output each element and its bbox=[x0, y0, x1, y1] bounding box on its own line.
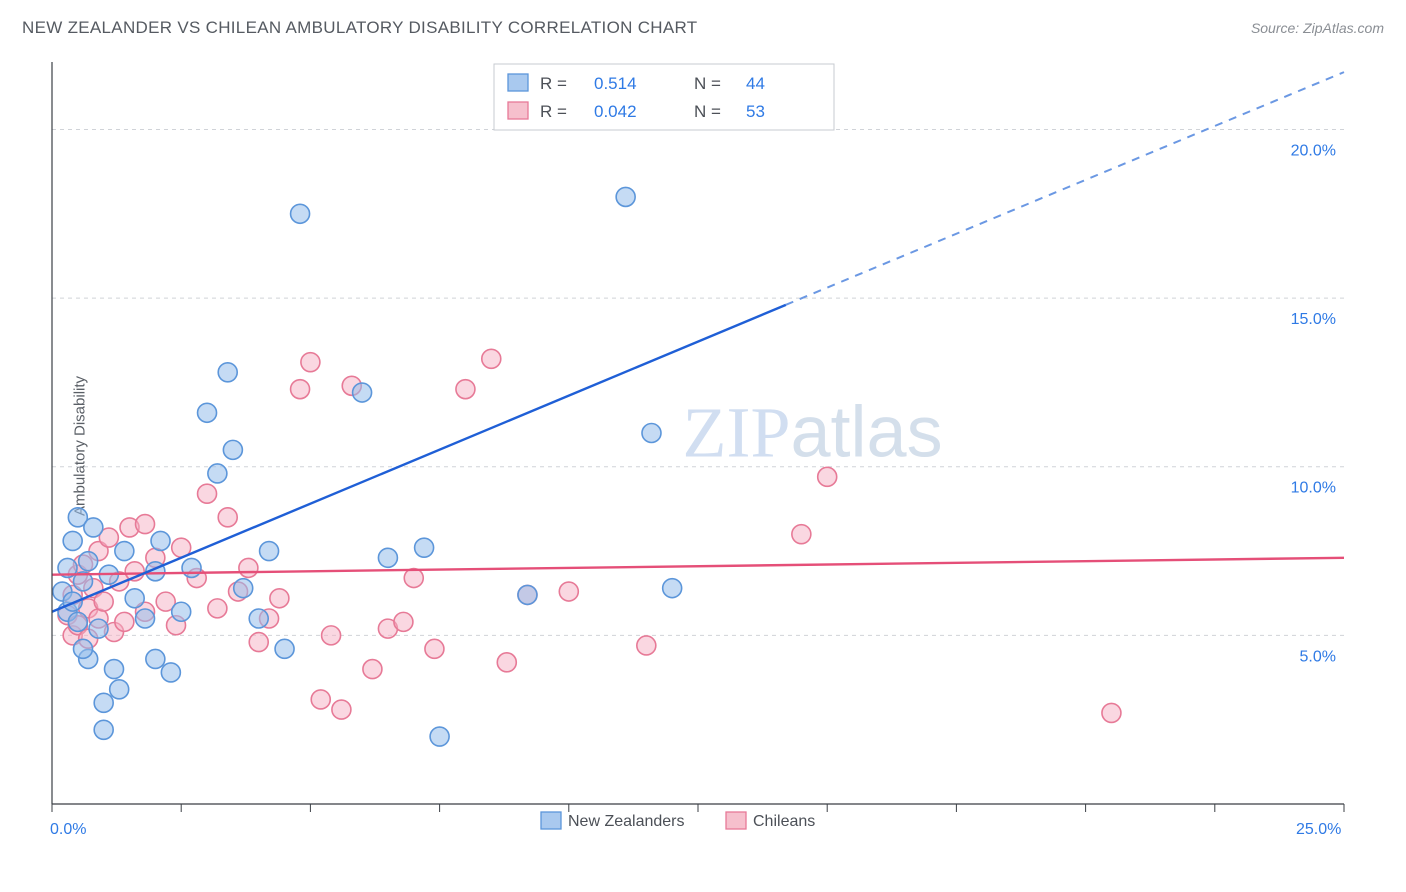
data-point bbox=[425, 639, 444, 658]
data-point bbox=[311, 690, 330, 709]
data-point bbox=[198, 403, 217, 422]
data-point bbox=[63, 592, 82, 611]
data-point bbox=[394, 612, 413, 631]
data-point bbox=[482, 349, 501, 368]
source-label: Source: ZipAtlas.com bbox=[1251, 20, 1384, 36]
data-point bbox=[818, 467, 837, 486]
data-point bbox=[136, 609, 155, 628]
data-point bbox=[125, 589, 144, 608]
legend-n-label: N = bbox=[694, 102, 721, 121]
legend-n-value: 44 bbox=[746, 74, 765, 93]
data-point bbox=[84, 518, 103, 537]
data-point bbox=[260, 542, 279, 561]
legend-r-label: R = bbox=[540, 74, 567, 93]
data-point bbox=[208, 464, 227, 483]
data-point bbox=[332, 700, 351, 719]
data-point bbox=[172, 602, 191, 621]
data-point bbox=[110, 680, 129, 699]
legend-swatch bbox=[726, 812, 746, 829]
data-point bbox=[663, 579, 682, 598]
data-point bbox=[208, 599, 227, 618]
data-point bbox=[559, 582, 578, 601]
data-point bbox=[198, 484, 217, 503]
data-point bbox=[136, 515, 155, 534]
data-point bbox=[792, 525, 811, 544]
legend-series-label: Chileans bbox=[753, 813, 815, 830]
data-point bbox=[151, 531, 170, 550]
data-point bbox=[430, 727, 449, 746]
data-point bbox=[218, 508, 237, 527]
chart-area: 5.0% 10.0% 15.0% 20.0% ZIPatlas 0.0% 25.0% R = 0… bbox=[46, 56, 1376, 838]
chart-title: NEW ZEALANDER VS CHILEAN AMBULATORY DISA… bbox=[22, 18, 697, 38]
data-point bbox=[637, 636, 656, 655]
legend-series-label: New Zealanders bbox=[568, 813, 685, 830]
data-point bbox=[115, 612, 134, 631]
data-point bbox=[218, 363, 237, 382]
legend-swatch bbox=[508, 102, 528, 119]
data-point bbox=[94, 693, 113, 712]
data-point bbox=[89, 619, 108, 638]
legend-r-value: 0.042 bbox=[594, 102, 637, 121]
data-point bbox=[94, 720, 113, 739]
data-point bbox=[223, 440, 242, 459]
data-point bbox=[146, 649, 165, 668]
data-point bbox=[63, 531, 82, 550]
data-point bbox=[518, 585, 537, 604]
data-point bbox=[161, 663, 180, 682]
data-point bbox=[456, 380, 475, 399]
x-origin-label: 0.0% bbox=[50, 821, 86, 838]
data-point bbox=[322, 626, 341, 645]
data-point bbox=[105, 660, 124, 679]
legend-n-value: 53 bbox=[746, 102, 765, 121]
legend-r-value: 0.514 bbox=[594, 74, 637, 93]
data-point bbox=[291, 380, 310, 399]
data-point bbox=[234, 579, 253, 598]
data-point bbox=[79, 552, 98, 571]
data-point bbox=[275, 639, 294, 658]
data-point bbox=[378, 548, 397, 567]
data-point bbox=[94, 592, 113, 611]
data-point bbox=[353, 383, 372, 402]
data-point bbox=[642, 424, 661, 443]
data-point bbox=[249, 633, 268, 652]
data-point bbox=[291, 204, 310, 223]
trend-line-nz-dashed bbox=[786, 72, 1344, 305]
y-tick-label: 20.0% bbox=[1291, 142, 1336, 159]
y-tick-label: 10.0% bbox=[1291, 480, 1336, 497]
legend-swatch bbox=[508, 74, 528, 91]
data-point bbox=[404, 569, 423, 588]
legend-n-label: N = bbox=[694, 74, 721, 93]
data-point bbox=[239, 558, 258, 577]
legend-swatch bbox=[541, 812, 561, 829]
data-point bbox=[249, 609, 268, 628]
data-point bbox=[115, 542, 134, 561]
data-point bbox=[68, 612, 87, 631]
x-max-label: 25.0% bbox=[1296, 821, 1341, 838]
data-point bbox=[301, 353, 320, 372]
data-point bbox=[616, 187, 635, 206]
watermark: ZIPatlas bbox=[682, 393, 942, 473]
y-tick-label: 5.0% bbox=[1300, 648, 1336, 665]
scatter-svg: 5.0% 10.0% 15.0% 20.0% ZIPatlas 0.0% 25.0% R = 0… bbox=[46, 56, 1376, 856]
data-point bbox=[182, 558, 201, 577]
data-point bbox=[497, 653, 516, 672]
data-point bbox=[363, 660, 382, 679]
data-point bbox=[1102, 703, 1121, 722]
y-tick-label: 15.0% bbox=[1291, 311, 1336, 328]
data-point bbox=[415, 538, 434, 557]
data-point bbox=[74, 639, 93, 658]
legend-r-label: R = bbox=[540, 102, 567, 121]
data-point bbox=[270, 589, 289, 608]
